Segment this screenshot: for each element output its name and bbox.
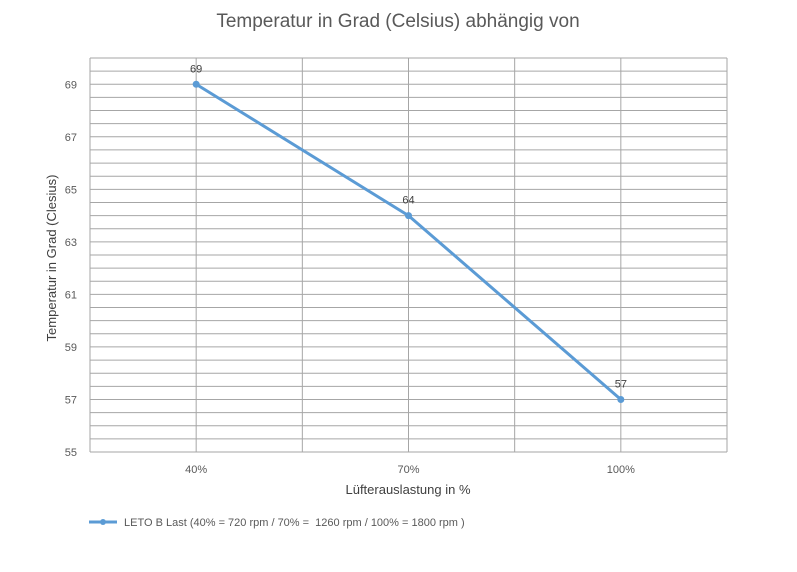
data-label: 57	[615, 378, 627, 390]
legend-marker-swatch	[100, 519, 106, 525]
y-tick-label: 55	[65, 447, 77, 459]
data-label: 64	[402, 195, 414, 207]
x-axis-ticks: 40% 70% 100%	[185, 464, 635, 476]
series	[192, 80, 625, 403]
x-tick-label: 70%	[397, 464, 419, 476]
legend-entry-label: LETO B Last (40% = 720 rpm / 70% = 1260 …	[124, 517, 465, 529]
x-axis-label: Lüfterauslastung in %	[345, 482, 470, 497]
data-point-marker	[617, 395, 625, 403]
y-tick-label: 69	[65, 79, 77, 91]
y-tick-label: 67	[65, 132, 77, 144]
data-label: 69	[190, 63, 202, 75]
x-tick-label: 100%	[607, 464, 635, 476]
y-axis-label: Temperatur in Grad (Clesius)	[44, 175, 59, 342]
y-axis-ticks: 55 57 59 61 63 65 67 69	[65, 79, 77, 459]
data-point-marker	[192, 80, 200, 88]
x-tick-label: 40%	[185, 464, 207, 476]
y-tick-label: 59	[65, 342, 77, 354]
data-point-marker	[405, 212, 412, 220]
y-tick-label: 57	[65, 394, 77, 406]
y-tick-label: 63	[65, 237, 77, 249]
y-tick-label: 61	[65, 289, 77, 301]
chart-title: Temperatur in Grad (Celsius) abhängig vo…	[216, 11, 579, 32]
y-tick-label: 65	[65, 184, 77, 196]
data-labels: 69 64 57	[190, 63, 627, 390]
legend: LETO B Last (40% = 720 rpm / 70% = 1260 …	[89, 517, 465, 529]
grid	[89, 57, 728, 453]
